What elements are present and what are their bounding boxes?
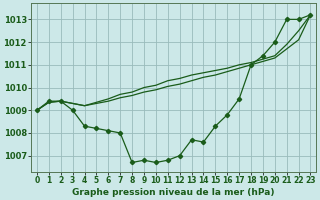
X-axis label: Graphe pression niveau de la mer (hPa): Graphe pression niveau de la mer (hPa) [72,188,275,197]
